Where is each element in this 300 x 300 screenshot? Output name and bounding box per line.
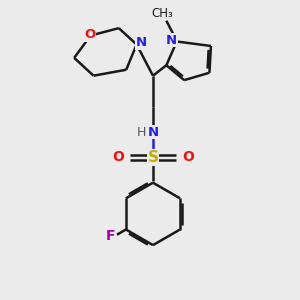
- Text: N: N: [136, 37, 147, 50]
- Text: O: O: [112, 150, 124, 164]
- Text: CH₃: CH₃: [151, 7, 173, 20]
- Text: N: N: [147, 126, 158, 139]
- Text: O: O: [182, 150, 194, 164]
- Text: S: S: [148, 150, 158, 165]
- Text: F: F: [106, 229, 115, 243]
- Text: H: H: [137, 126, 146, 139]
- Text: N: N: [166, 34, 177, 46]
- Text: O: O: [84, 28, 96, 41]
